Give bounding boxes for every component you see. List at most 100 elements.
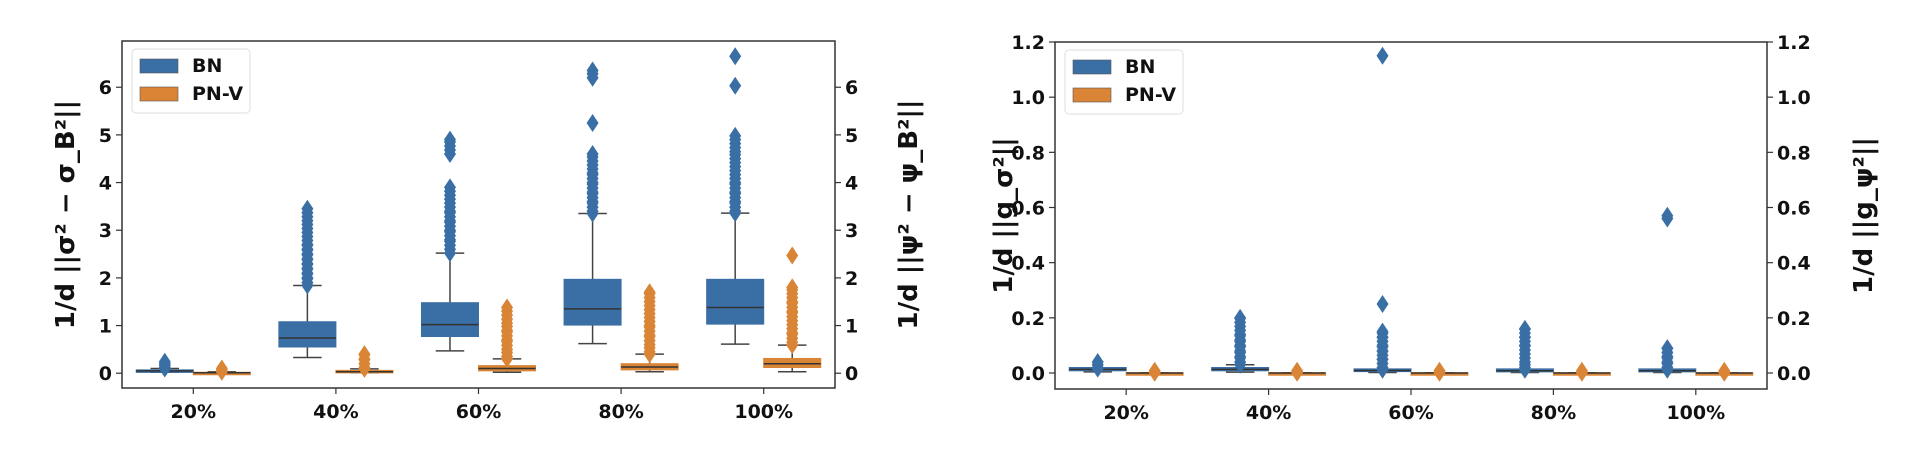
outlier-point — [158, 359, 171, 378]
x-tick-label: 60% — [1388, 402, 1433, 424]
outlier-point — [1376, 360, 1389, 379]
outlier-point — [443, 132, 456, 151]
box-bn-100% — [1638, 206, 1697, 379]
legend-label-bn: BN — [192, 55, 222, 77]
box-bn-100% — [706, 47, 765, 345]
x-axis: 20% 40% 60% 80% 100% — [171, 388, 793, 423]
outlier-point — [1433, 363, 1446, 382]
y-tick-label: 5 — [99, 125, 112, 147]
box-bn-40% — [1211, 308, 1270, 374]
y-axis-label-left: 1/d ||g_σ²|| — [989, 137, 1019, 293]
outlier-point — [643, 284, 656, 303]
outlier-point — [1234, 309, 1247, 328]
y-tick-label: 0.4 — [1011, 253, 1045, 275]
y-tick-label: 1.0 — [1011, 87, 1045, 109]
outlier-point — [501, 302, 514, 321]
y-tick-label: 1.0 — [1777, 87, 1811, 109]
outlier-point — [729, 204, 742, 223]
outlier-point — [1376, 46, 1389, 65]
x-axis: 20% 40% 60% 80% 100% — [1103, 389, 1725, 424]
outlier-point — [729, 47, 742, 66]
y-axis-label-right: 1/d ||ψ² − ψ_B²|| — [894, 99, 924, 329]
box-pn-v-80% — [620, 283, 679, 373]
legend-label-pn-v: PN-V — [192, 83, 243, 105]
legend-swatch-pn-v — [139, 86, 179, 102]
box-iqr — [420, 302, 479, 338]
y-tick-label: 0.8 — [1011, 142, 1045, 164]
y-tick-label: 2 — [845, 268, 858, 290]
outlier-point — [1518, 320, 1531, 339]
outlier-point — [1575, 363, 1588, 382]
outlier-point — [586, 113, 599, 132]
outlier-point — [586, 148, 599, 167]
x-tick-label: 40% — [1246, 402, 1291, 424]
outlier-point — [729, 76, 742, 95]
x-tick-label: 20% — [171, 401, 216, 423]
box-pn-v-20% — [1125, 361, 1184, 382]
y-axis-left: 0.0 0.2 0.4 0.6 0.8 1.0 1.2 — [1011, 32, 1055, 385]
x-tick-label: 100% — [734, 401, 793, 423]
x-tick-label: 20% — [1103, 402, 1148, 424]
outlier-point — [1091, 359, 1104, 378]
outlier-point — [358, 345, 371, 364]
box-pn-v-20% — [192, 359, 251, 381]
box-pn-v-40% — [1268, 361, 1327, 382]
plot-area — [1068, 46, 1754, 382]
y-tick-label: 5 — [845, 125, 858, 147]
y-tick-label: 6 — [99, 77, 112, 99]
y-axis-label-left: 1/d ||σ² − σ_B²|| — [51, 100, 81, 329]
outlier-point — [443, 244, 456, 263]
y-tick-label: 3 — [99, 220, 112, 242]
box-iqr — [278, 321, 337, 348]
x-tick-label: 80% — [598, 401, 643, 423]
y-tick-label: 0.0 — [1777, 363, 1811, 385]
legend-label-pn-v: PN-V — [1125, 84, 1176, 106]
y-tick-label: 0.8 — [1777, 142, 1811, 164]
outlier-point — [1661, 360, 1674, 379]
box-pn-v-60% — [1410, 361, 1469, 382]
outlier-point — [358, 359, 371, 378]
outlier-point — [1661, 339, 1674, 358]
outlier-point — [643, 345, 656, 364]
y-tick-label: 0.2 — [1011, 308, 1045, 330]
y-tick-label: 0 — [99, 363, 112, 385]
legend-swatch-pn-v — [1072, 87, 1112, 103]
y-tick-label: 1.2 — [1777, 32, 1811, 54]
outlier-point — [215, 362, 228, 381]
box-bn-80% — [1495, 319, 1554, 379]
outlier-point — [586, 204, 599, 223]
box-iqr — [706, 278, 765, 325]
y-axis-right: 0.0 0.2 0.4 0.6 0.8 1.0 1.2 — [1767, 32, 1811, 385]
y-tick-label: 0.0 — [1011, 363, 1045, 385]
y-tick-label: 2 — [99, 268, 112, 290]
outlier-point — [1718, 363, 1731, 382]
outlier-point — [1376, 324, 1389, 343]
y-tick-label: 0.2 — [1777, 308, 1811, 330]
box-bn-20% — [135, 352, 194, 378]
outlier-point — [786, 246, 799, 265]
y-tick-label: 0.6 — [1011, 198, 1045, 220]
y-tick-label: 0.4 — [1777, 253, 1811, 275]
y-tick-label: 4 — [99, 173, 112, 195]
outlier-point — [301, 276, 314, 295]
outlier-point — [443, 182, 456, 201]
legend-label-bn: BN — [1125, 56, 1155, 78]
outlier-point — [1518, 360, 1531, 379]
legend-swatch-bn — [1072, 59, 1112, 75]
y-tick-label: 0.6 — [1777, 198, 1811, 220]
y-tick-label: 3 — [845, 220, 858, 242]
x-tick-label: 40% — [313, 401, 358, 423]
outlier-point — [501, 349, 514, 368]
legend-swatch-bn — [139, 58, 179, 74]
outlier-point — [729, 130, 742, 149]
box-iqr — [563, 278, 622, 326]
y-tick-label: 6 — [845, 77, 858, 99]
outlier-point — [1148, 363, 1161, 382]
outlier-point — [1661, 206, 1674, 225]
legend: BN PN-V — [1064, 49, 1184, 115]
box-bn-40% — [278, 199, 337, 359]
chart-gradient-norm: 0.0 0.2 0.4 0.6 0.8 1.0 1.2 0.0 0.2 0.4 0.6 0.8 1.0… — [989, 32, 1879, 424]
outlier-point — [786, 336, 799, 355]
